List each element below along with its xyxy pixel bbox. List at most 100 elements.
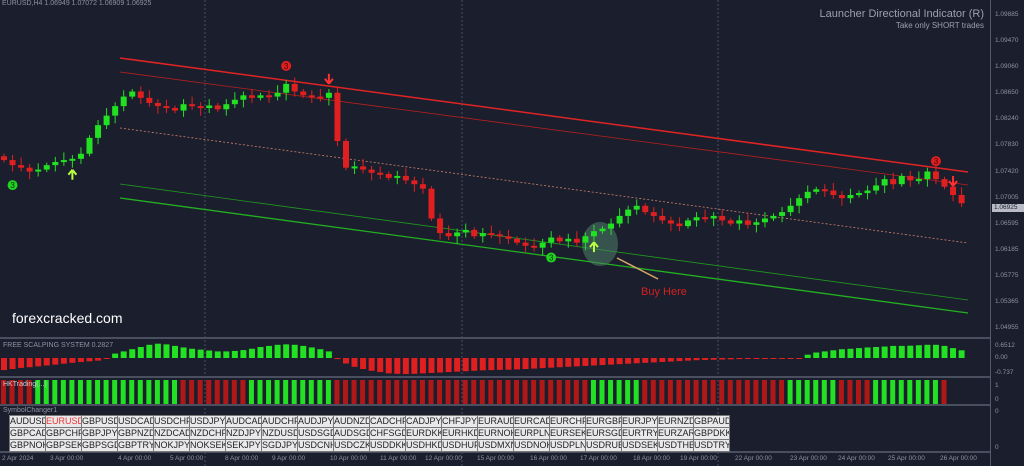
hk-signal-bar bbox=[437, 380, 443, 404]
symbol-button-usdthb[interactable]: USDTHB bbox=[657, 439, 694, 452]
price-axis[interactable]: 1.06925 0.6512 0.00 -0.737 1 0 0 0 1.098… bbox=[990, 0, 1024, 466]
bear-candle bbox=[26, 167, 33, 172]
hk-signal-bar bbox=[719, 380, 725, 404]
bear-candle bbox=[402, 175, 409, 181]
symbol-button-usdhuf[interactable]: USDHUF bbox=[441, 439, 478, 452]
scalping-histogram-bar bbox=[821, 351, 828, 358]
bull-candle bbox=[325, 92, 332, 98]
scalping-histogram-bar bbox=[77, 358, 84, 362]
symbol-button-noksek[interactable]: NOKSEK bbox=[189, 439, 226, 452]
time-tick: 25 Apr 00:00 bbox=[888, 455, 925, 462]
bull-candle bbox=[95, 125, 102, 138]
scalping-histogram-bar bbox=[873, 347, 880, 358]
scalping-histogram-bar bbox=[659, 358, 666, 362]
symbol-button-gbpsek[interactable]: GBPSEK bbox=[45, 439, 82, 452]
hk-panel-label: HKTrading(...) bbox=[3, 381, 47, 388]
hk-signal-bar bbox=[445, 380, 451, 404]
scalping-histogram-bar bbox=[26, 358, 33, 368]
bear-candle bbox=[189, 104, 196, 107]
time-tick: 10 Apr 00:00 bbox=[330, 455, 367, 462]
bull-candle bbox=[710, 215, 717, 219]
hk-signal-bar bbox=[633, 380, 639, 404]
scalping-histogram-bar bbox=[556, 358, 563, 368]
scalping-histogram-bar bbox=[667, 358, 674, 362]
symbol-button-gbpnok[interactable]: GBPNOK bbox=[9, 439, 46, 452]
scalping-histogram-bar bbox=[796, 358, 803, 359]
symbol-button-gbptry[interactable]: GBPTRY bbox=[117, 439, 154, 452]
indicator-title: Launcher Directional Indicator (R) bbox=[819, 8, 984, 20]
hk-signal-bar bbox=[898, 380, 904, 404]
bear-candle bbox=[958, 194, 965, 204]
hk-signal-bar bbox=[488, 380, 494, 404]
bull-candle bbox=[924, 171, 931, 180]
bull-candle bbox=[129, 91, 136, 97]
hk-signal-bar bbox=[360, 380, 366, 404]
price-chart[interactable]: 3 3 3 3 bbox=[0, 0, 990, 466]
time-tick: 8 Apr 00:00 bbox=[225, 455, 259, 462]
symbol-button-usdhkd[interactable]: USDHKD bbox=[405, 439, 442, 452]
symbol-button-usdnok[interactable]: USDNOK bbox=[513, 439, 550, 452]
scalping-histogram-bar bbox=[890, 345, 897, 358]
scalping-histogram-bar bbox=[950, 348, 957, 358]
bull-candle bbox=[881, 179, 888, 186]
hk-signal-bar bbox=[86, 380, 92, 404]
symbol-button-sekjpy[interactable]: SEKJPY bbox=[225, 439, 262, 452]
scalping-histogram-bar bbox=[693, 358, 700, 361]
scalping-histogram-bar bbox=[154, 343, 161, 358]
hk-signal-bar bbox=[385, 380, 391, 404]
hk-signal-bar bbox=[214, 380, 220, 404]
hk-signal-bar bbox=[881, 380, 887, 404]
bear-candle bbox=[941, 179, 948, 187]
hk-signal-bar bbox=[804, 380, 810, 404]
bear-candle bbox=[360, 166, 367, 170]
symbol-button-sgdjpy[interactable]: SGDJPY bbox=[261, 439, 298, 452]
hk-tick: 0 bbox=[995, 396, 999, 403]
price-tick: 1.05775 bbox=[995, 271, 1019, 279]
scalping-histogram-bar bbox=[924, 344, 931, 358]
scalping-histogram-bar bbox=[419, 358, 426, 374]
bear-candle bbox=[9, 160, 16, 166]
price-tick: 1.09885 bbox=[995, 11, 1019, 18]
symbol-button-usddkk[interactable]: USDDKK bbox=[369, 439, 406, 452]
bull-candle bbox=[590, 231, 597, 237]
bull-candle bbox=[625, 209, 632, 216]
bull-candle bbox=[770, 215, 777, 219]
sell-signal-circle-icon bbox=[281, 60, 292, 71]
bear-candle bbox=[719, 215, 726, 221]
scalping-histogram-bar bbox=[548, 358, 555, 368]
bear-candle bbox=[838, 194, 845, 199]
price-tick: 1.09470 bbox=[995, 37, 1019, 45]
bear-candle bbox=[932, 171, 939, 180]
time-tick: 2 Apr 2024 bbox=[2, 455, 34, 462]
symbol-button-usdtry[interactable]: USDTRY bbox=[693, 439, 730, 452]
symbol-button-usdpln[interactable]: USDPLN bbox=[549, 439, 586, 452]
bear-candle bbox=[419, 184, 426, 189]
bear-candle bbox=[428, 188, 435, 219]
scalping-histogram-bar bbox=[787, 358, 794, 359]
symbol-button-nokjpy[interactable]: NOKJPY bbox=[153, 439, 190, 452]
symbol-header: EURUSD,H4 1.06949 1.07072 1.06909 1.0692… bbox=[2, 0, 151, 7]
symbol-button-usdrub[interactable]: USDRUB bbox=[585, 439, 622, 452]
price-tick: 1.08240 bbox=[995, 115, 1019, 123]
hk-signal-bar bbox=[710, 380, 716, 404]
hk-signal-bar bbox=[77, 380, 83, 404]
symbol-button-usdcnh[interactable]: USDCNH bbox=[297, 439, 334, 452]
hk-signal-bar bbox=[753, 380, 759, 404]
bear-candle bbox=[505, 236, 512, 239]
symbol-button-usdczk[interactable]: USDCZK bbox=[333, 439, 370, 452]
scalping-histogram-bar bbox=[531, 358, 538, 369]
bull-candle bbox=[35, 169, 42, 172]
symbol-button-gbpsgd[interactable]: GBPSGD bbox=[81, 439, 118, 452]
symbol-button-usdsek[interactable]: USDSEK bbox=[621, 439, 658, 452]
hk-signal-bar bbox=[112, 380, 118, 404]
symbol-button-usdmxn[interactable]: USDMXN bbox=[477, 439, 514, 452]
hk-signal-bar bbox=[137, 380, 143, 404]
hk-tick: 1 bbox=[995, 382, 999, 389]
bull-candle bbox=[582, 236, 589, 243]
price-tick: 1.04955 bbox=[995, 324, 1019, 331]
hk-signal-bar bbox=[35, 380, 41, 404]
scalping-histogram-bar bbox=[761, 358, 768, 359]
bull-candle bbox=[736, 220, 743, 224]
channel-lower-line bbox=[119, 197, 969, 314]
scalping-histogram-bar bbox=[231, 350, 238, 358]
